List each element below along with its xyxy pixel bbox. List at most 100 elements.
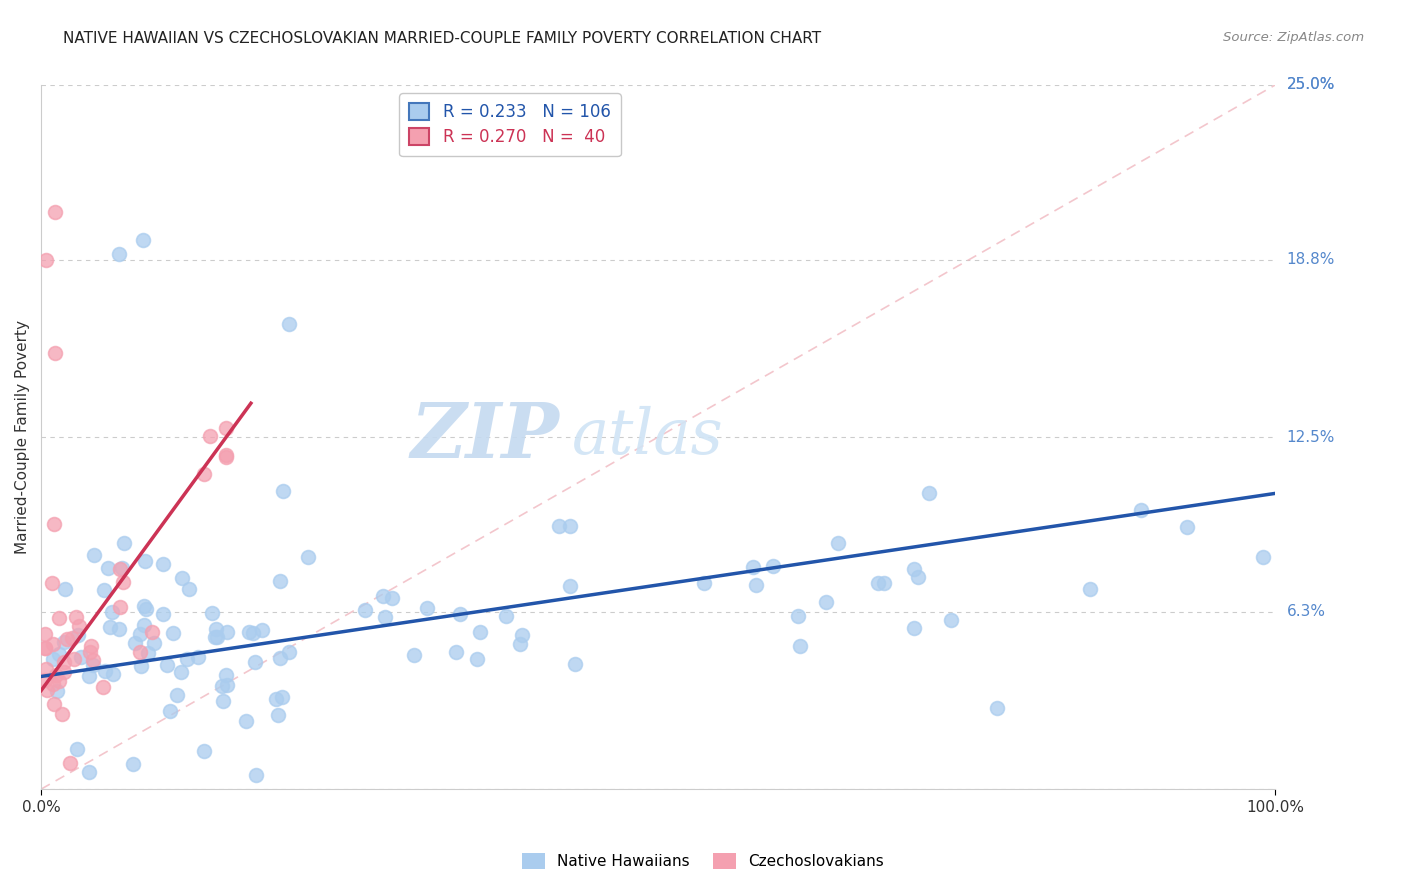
- Text: Source: ZipAtlas.com: Source: ZipAtlas.com: [1223, 31, 1364, 45]
- Point: [67, 619, 90, 633]
- Point: [83, 548, 105, 562]
- Point: [693, 576, 716, 591]
- Point: [558, 519, 581, 533]
- Point: [278, 318, 301, 332]
- Point: [34, 626, 56, 640]
- Point: [162, 625, 184, 640]
- Point: [215, 421, 238, 435]
- Point: [129, 645, 152, 659]
- Point: [56, 632, 79, 647]
- Point: [34, 641, 56, 656]
- Point: [444, 644, 467, 658]
- Point: [110, 600, 132, 615]
- Point: [211, 694, 233, 708]
- Point: [495, 609, 517, 624]
- Point: [402, 648, 425, 662]
- Point: [124, 635, 146, 649]
- Point: [79, 644, 101, 658]
- Point: [564, 657, 586, 671]
- Point: [66, 742, 89, 756]
- Point: [271, 690, 294, 704]
- Point: [170, 571, 193, 585]
- Point: [187, 650, 209, 665]
- Point: [41, 576, 63, 591]
- Point: [52, 635, 75, 649]
- Point: [48, 647, 70, 661]
- Point: [939, 613, 962, 627]
- Point: [547, 519, 569, 533]
- Point: [211, 680, 233, 694]
- Point: [510, 628, 533, 642]
- Point: [200, 429, 222, 443]
- Point: [156, 657, 179, 672]
- Point: [193, 744, 215, 758]
- Point: [122, 757, 145, 772]
- Point: [159, 704, 181, 718]
- Point: [53, 582, 76, 596]
- Point: [77, 764, 100, 779]
- Point: [217, 678, 239, 692]
- Point: [63, 652, 86, 666]
- Point: [82, 653, 104, 667]
- Point: [269, 650, 291, 665]
- Point: [269, 574, 291, 588]
- Point: [82, 658, 104, 673]
- Text: 25.0%: 25.0%: [1286, 78, 1334, 93]
- Point: [215, 448, 238, 462]
- Point: [381, 591, 404, 606]
- Point: [53, 665, 76, 679]
- Point: [65, 610, 87, 624]
- Y-axis label: Married-Couple Family Poverty: Married-Couple Family Poverty: [15, 320, 30, 554]
- Point: [744, 577, 766, 591]
- Point: [170, 665, 193, 679]
- Point: [267, 708, 290, 723]
- Point: [135, 602, 157, 616]
- Point: [48, 673, 70, 688]
- Point: [465, 652, 488, 666]
- Point: [132, 233, 155, 247]
- Point: [827, 536, 849, 550]
- Point: [354, 603, 377, 617]
- Point: [201, 607, 224, 621]
- Point: [903, 561, 925, 575]
- Point: [42, 676, 65, 690]
- Point: [873, 575, 896, 590]
- Point: [1129, 502, 1152, 516]
- Point: [297, 550, 319, 565]
- Point: [215, 450, 238, 464]
- Point: [70, 650, 93, 665]
- Point: [741, 559, 763, 574]
- Point: [152, 558, 174, 572]
- Point: [918, 485, 941, 500]
- Point: [179, 582, 201, 596]
- Point: [94, 665, 117, 679]
- Text: atlas: atlas: [572, 406, 724, 467]
- Point: [44, 204, 66, 219]
- Point: [80, 639, 103, 653]
- Point: [41, 637, 63, 651]
- Point: [48, 611, 70, 625]
- Point: [111, 575, 134, 590]
- Point: [243, 655, 266, 669]
- Point: [560, 579, 582, 593]
- Point: [44, 697, 66, 711]
- Point: [103, 666, 125, 681]
- Point: [1078, 582, 1101, 596]
- Point: [266, 692, 288, 706]
- Legend: Native Hawaiians, Czechoslovakians: Native Hawaiians, Czechoslovakians: [516, 847, 890, 875]
- Point: [761, 558, 783, 573]
- Point: [108, 247, 131, 261]
- Point: [204, 630, 226, 644]
- Point: [129, 627, 152, 641]
- Text: 25.0%: 25.0%: [1286, 78, 1334, 93]
- Point: [34, 673, 56, 687]
- Point: [59, 756, 82, 771]
- Point: [111, 561, 134, 575]
- Point: [110, 562, 132, 576]
- Point: [166, 688, 188, 702]
- Point: [193, 467, 215, 481]
- Point: [271, 484, 294, 499]
- Point: [235, 714, 257, 728]
- Point: [238, 624, 260, 639]
- Point: [44, 516, 66, 531]
